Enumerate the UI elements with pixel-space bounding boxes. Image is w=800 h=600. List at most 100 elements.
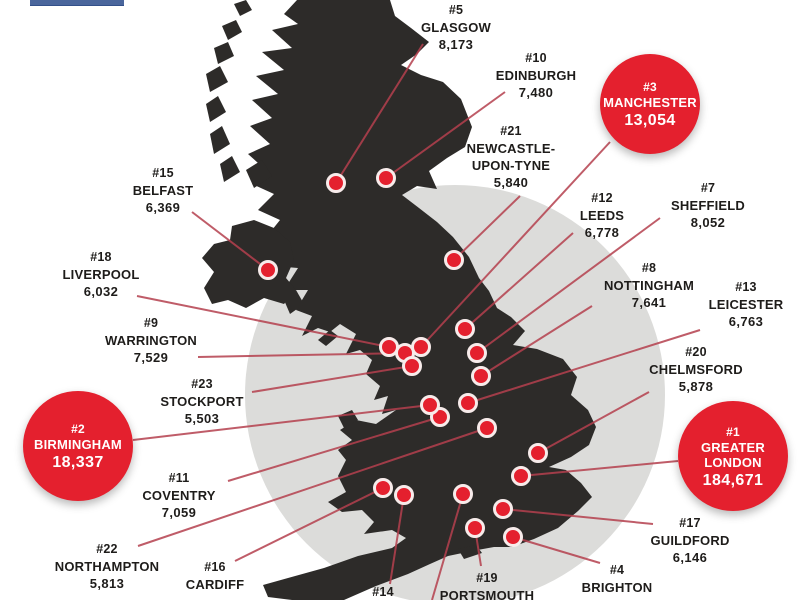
featured-value: 18,337 [52, 454, 104, 471]
leader-line-stockport [251, 365, 413, 393]
city-name: LEEDS [579, 208, 625, 223]
city-value: 7,480 [518, 85, 554, 100]
city-rank: #14 [372, 585, 394, 599]
city-dot-greater-london [511, 466, 531, 486]
city-name: EDINBURGH [495, 68, 577, 83]
city-name: UPON-TYNE [471, 158, 551, 173]
city-rank: #22 [96, 542, 118, 556]
city-dot-brighton [503, 527, 523, 547]
city-name: LIVERPOOL [62, 267, 140, 282]
leader-line-leicester [467, 329, 701, 404]
featured-name: GREATER [701, 439, 765, 455]
city-rank: #17 [679, 516, 701, 530]
featured-rank: #2 [71, 422, 85, 436]
city-name: GLASGOW [420, 20, 492, 35]
city-dot-rank-14 [394, 485, 414, 505]
city-dots [258, 168, 548, 547]
city-label-sheffield: #7 SHEFFIELD 8,052 [671, 180, 745, 231]
leader-line-liverpool [136, 295, 390, 348]
city-rank: #19 [476, 571, 498, 585]
city-name: NOTTINGHAM [603, 278, 695, 293]
city-rank: #10 [525, 51, 547, 65]
city-rank: #12 [591, 191, 613, 205]
city-label-newcastle: #21 NEWCASTLE- UPON-TYNE 5,840 [467, 123, 556, 191]
city-name: WARRINGTON [104, 333, 198, 348]
city-name: PORTSMOUTH [439, 588, 535, 600]
leader-line-warrington [197, 352, 406, 358]
city-dot-edinburgh [376, 168, 396, 188]
featured-value: 184,671 [702, 471, 764, 489]
featured-name: LONDON [704, 454, 762, 470]
city-rank: #13 [735, 280, 757, 294]
city-dot-cardiff [373, 478, 393, 498]
city-name: BELFAST [132, 183, 194, 198]
leader-line-greater-london [520, 460, 679, 477]
city-label-warrington: #9 WARRINGTON 7,529 [105, 315, 197, 366]
leader-line-unlabeled-dot [431, 493, 464, 600]
city-dot-nottingham [471, 366, 491, 386]
city-rank: #4 [609, 563, 625, 577]
city-dot-belfast [258, 260, 278, 280]
city-value: 8,173 [438, 37, 474, 52]
city-label-leicester: #13 LEICESTER 6,763 [709, 279, 784, 330]
city-label-rank-14: #14 [372, 584, 393, 600]
city-value: 5,813 [89, 576, 125, 591]
city-label-nottingham: #8 NOTTINGHAM 7,641 [604, 260, 694, 311]
city-dot-portsmouth [465, 518, 485, 538]
city-value: 7,059 [161, 505, 197, 520]
leader-line-birmingham [132, 404, 431, 441]
city-value: 6,369 [145, 200, 181, 215]
leader-line-edinburgh [385, 91, 506, 179]
city-label-coventry: #11 COVENTRY 7,059 [142, 470, 215, 521]
city-dot-birmingham [420, 395, 440, 415]
leader-line-guildford [502, 508, 654, 525]
islands [206, 0, 482, 559]
city-label-portsmouth: #19 PORTSMOUTH [440, 570, 534, 600]
leader-line-chelmsford [537, 391, 650, 454]
city-value: 5,878 [678, 379, 714, 394]
city-value: 8,052 [690, 215, 726, 230]
leader-line-coventry [227, 416, 441, 482]
great-britain-landmass [248, 0, 596, 600]
city-label-brighton: #4 BRIGHTON [582, 562, 653, 596]
city-value: 6,763 [728, 314, 764, 329]
city-dot-liverpool [379, 337, 399, 357]
city-rank: #21 [500, 124, 522, 138]
leader-line-rank-14 [389, 494, 405, 585]
city-rank: #7 [700, 181, 716, 195]
northern-ireland-landmass [202, 220, 296, 308]
city-rank: #23 [191, 377, 213, 391]
leader-line-manchester [420, 141, 611, 348]
city-value: 5,503 [184, 411, 220, 426]
city-rank: #8 [641, 261, 657, 275]
featured-rank: #3 [643, 80, 657, 94]
unlabeled-dot [453, 484, 473, 504]
city-name: COVENTRY [142, 488, 216, 503]
city-label-stockport: #23 STOCKPORT 5,503 [160, 376, 243, 427]
featured-name: BIRMINGHAM [34, 437, 122, 452]
city-dot-manchester [411, 337, 431, 357]
featured-value: 13,054 [624, 112, 676, 129]
city-name: STOCKPORT [160, 394, 244, 409]
city-dot-leicester [458, 393, 478, 413]
brand-logo-bar [30, 0, 124, 6]
city-value: 6,146 [672, 550, 708, 565]
featured-rank: #1 [726, 424, 740, 439]
featured-circle-birmingham: #2 BIRMINGHAM 18,337 [23, 391, 133, 501]
city-dot-glasgow [326, 173, 346, 193]
city-label-northampton: #22 NORTHAMPTON 5,813 [55, 541, 160, 592]
city-rank: #15 [152, 166, 174, 180]
city-name: NORTHAMPTON [54, 559, 160, 574]
city-dot-chelmsford [528, 443, 548, 463]
city-label-leeds: #12 LEEDS 6,778 [580, 190, 624, 241]
city-name: CARDIFF [185, 577, 245, 592]
featured-circle-greater-london: #1 GREATER LONDON 184,671 [678, 401, 788, 511]
city-dot-newcastle [444, 250, 464, 270]
city-label-cardiff: #16 CARDIFF [186, 559, 244, 593]
city-name: NEWCASTLE- [466, 141, 556, 156]
city-label-edinburgh: #10 EDINBURGH 7,480 [496, 50, 577, 101]
city-label-chelmsford: #20 CHELMSFORD 5,878 [649, 344, 743, 395]
leader-line-northampton [137, 427, 488, 547]
city-name: BRIGHTON [581, 580, 653, 595]
